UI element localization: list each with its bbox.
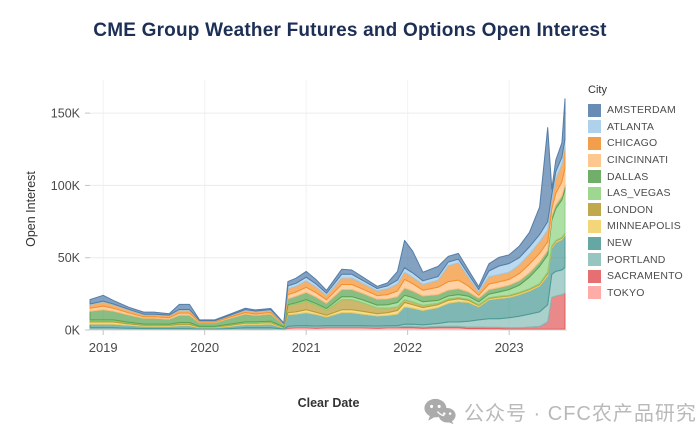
legend-items: AMSTERDAM ATLANTA CHICAGO CINCINNATI DALLAS L… (588, 102, 698, 301)
legend-item-cincinnati[interactable]: CINCINNATI (588, 152, 698, 169)
legend-swatch-new (588, 236, 601, 250)
legend-label: LONDON (607, 203, 654, 216)
legend-item-sacramento[interactable]: SACRAMENTO (588, 268, 698, 285)
legend-item-las_vegas[interactable]: LAS_VEGAS (588, 185, 698, 202)
legend-swatch-dallas (588, 170, 601, 184)
legend-swatch-tokyo (588, 286, 601, 300)
x-tick-label: 2023 (495, 340, 524, 355)
legend-label: SACRAMENTO (607, 270, 683, 283)
x-tick-label: 2022 (393, 340, 422, 355)
legend-item-chicago[interactable]: CHICAGO (588, 135, 698, 152)
legend-label: TOKYO (607, 286, 645, 299)
legend-item-portland[interactable]: PORTLAND (588, 251, 698, 268)
legend-swatch-chicago (588, 136, 601, 150)
y-tick-label: 150K (51, 107, 81, 121)
legend-label: LAS_VEGAS (607, 187, 671, 200)
legend-swatch-sacramento (588, 269, 601, 283)
y-tick-label: 50K (58, 251, 81, 265)
area-amsterdam[interactable] (89, 98, 566, 324)
x-tick-label: 2021 (292, 340, 321, 355)
y-tick-label: 100K (51, 179, 81, 193)
legend-item-minneapolis[interactable]: MINNEAPOLIS (588, 218, 698, 235)
legend-swatch-cincinnati (588, 153, 601, 167)
legend-label: MINNEAPOLIS (607, 220, 681, 233)
legend: City AMSTERDAM ATLANTA CHICAGO CINCINNATI DA… (588, 84, 698, 301)
x-tick-label: 2020 (190, 340, 219, 355)
legend-label: CHICAGO (607, 137, 658, 150)
x-tick-label: 2019 (89, 340, 118, 355)
legend-swatch-atlanta (588, 120, 601, 134)
x-axis-label: Clear Date (297, 396, 360, 410)
axes: 2019 2020 2021 2022 2023 0K 50K 100K 150K (51, 107, 567, 355)
legend-label: CINCINNATI (607, 154, 669, 167)
legend-item-dallas[interactable]: DALLAS (588, 168, 698, 185)
legend-label: NEW (607, 237, 633, 250)
y-tick-label: 0K (65, 324, 81, 338)
legend-title: City (588, 84, 607, 96)
watermark-text: 公众号 · CFC农产品研究 (464, 403, 697, 425)
watermark: 公众号 · CFC农产品研究 (424, 397, 697, 426)
y-axis-label: Open Interest (24, 171, 38, 247)
legend-label: ATLANTA (607, 120, 655, 133)
legend-swatch-london (588, 203, 601, 217)
legend-item-new[interactable]: NEW (588, 235, 698, 252)
legend-label: DALLAS (607, 170, 649, 183)
legend-swatch-portland (588, 253, 601, 267)
chart-title: CME Group Weather Futures and Options Op… (93, 20, 607, 41)
legend-item-atlanta[interactable]: ATLANTA (588, 119, 698, 136)
legend-item-london[interactable]: LONDON (588, 202, 698, 219)
legend-item-tokyo[interactable]: TOKYO (588, 285, 698, 302)
legend-swatch-minneapolis (588, 219, 601, 233)
legend-swatch-amsterdam (588, 103, 601, 117)
legend-label: AMSTERDAM (607, 104, 676, 117)
legend-swatch-las_vegas (588, 186, 601, 200)
legend-label: PORTLAND (607, 253, 666, 266)
wechat-icon (424, 398, 456, 425)
legend-item-amsterdam[interactable]: AMSTERDAM (588, 102, 698, 119)
